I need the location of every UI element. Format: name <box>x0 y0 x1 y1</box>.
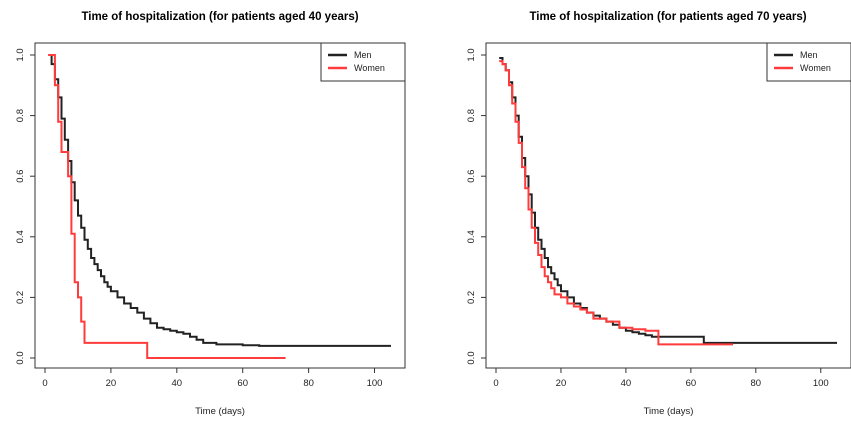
legend-label-women: Women <box>800 63 831 73</box>
series-line-women <box>499 60 734 346</box>
x-axis-label: Time (days) <box>195 406 245 417</box>
chart-panel-2: Time of hospitalization (for patients ag… <box>466 11 851 417</box>
y-tick-label: 0.0 <box>15 351 26 364</box>
legend-label-men: Men <box>354 50 372 60</box>
y-tick-label: 1.0 <box>15 48 26 61</box>
x-tick-label: 100 <box>813 378 829 389</box>
x-tick-label: 40 <box>172 378 183 389</box>
series-line-men <box>48 54 391 347</box>
x-tick-label: 80 <box>751 378 762 389</box>
legend: Men Women <box>766 42 851 82</box>
y-tick-label: 0.4 <box>466 230 477 243</box>
y-tick-label: 0.0 <box>466 351 477 364</box>
y-tick-label: 0.6 <box>15 170 26 183</box>
series-line-men <box>499 57 837 344</box>
y-tick-label: 0.8 <box>466 109 477 122</box>
x-axis-label: Time (days) <box>644 406 694 417</box>
x-tick-label: 60 <box>237 378 248 389</box>
legend: Men Women <box>320 42 406 82</box>
y-tick-label: 0.4 <box>15 230 26 243</box>
plot-frame <box>34 42 406 369</box>
y-tick-label: 0.8 <box>15 109 26 122</box>
y-tick-label: 0.2 <box>15 291 26 304</box>
plot-frame <box>485 42 851 369</box>
legend-label-men: Men <box>800 50 818 60</box>
series-line-women <box>48 54 286 359</box>
y-tick-label: 0.2 <box>466 291 477 304</box>
x-tick-label: 100 <box>367 378 383 389</box>
x-tick-label: 20 <box>106 378 117 389</box>
legend-box <box>320 42 406 82</box>
x-tick-label: 40 <box>621 378 632 389</box>
x-tick-label: 20 <box>556 378 567 389</box>
y-tick-label: 1.0 <box>466 48 477 61</box>
x-tick-label: 60 <box>686 378 697 389</box>
legend-label-women: Women <box>354 63 385 73</box>
chart-title: Time of hospitalization (for patients ag… <box>529 11 806 23</box>
y-tick-label: 0.6 <box>466 170 477 183</box>
legend-box <box>766 42 851 82</box>
x-tick-label: 0 <box>493 378 498 389</box>
chart-panel-1: Time of hospitalization (for patients ag… <box>15 11 406 417</box>
chart-title: Time of hospitalization (for patients ag… <box>81 11 358 23</box>
x-tick-label: 0 <box>42 378 47 389</box>
x-tick-label: 80 <box>303 378 314 389</box>
